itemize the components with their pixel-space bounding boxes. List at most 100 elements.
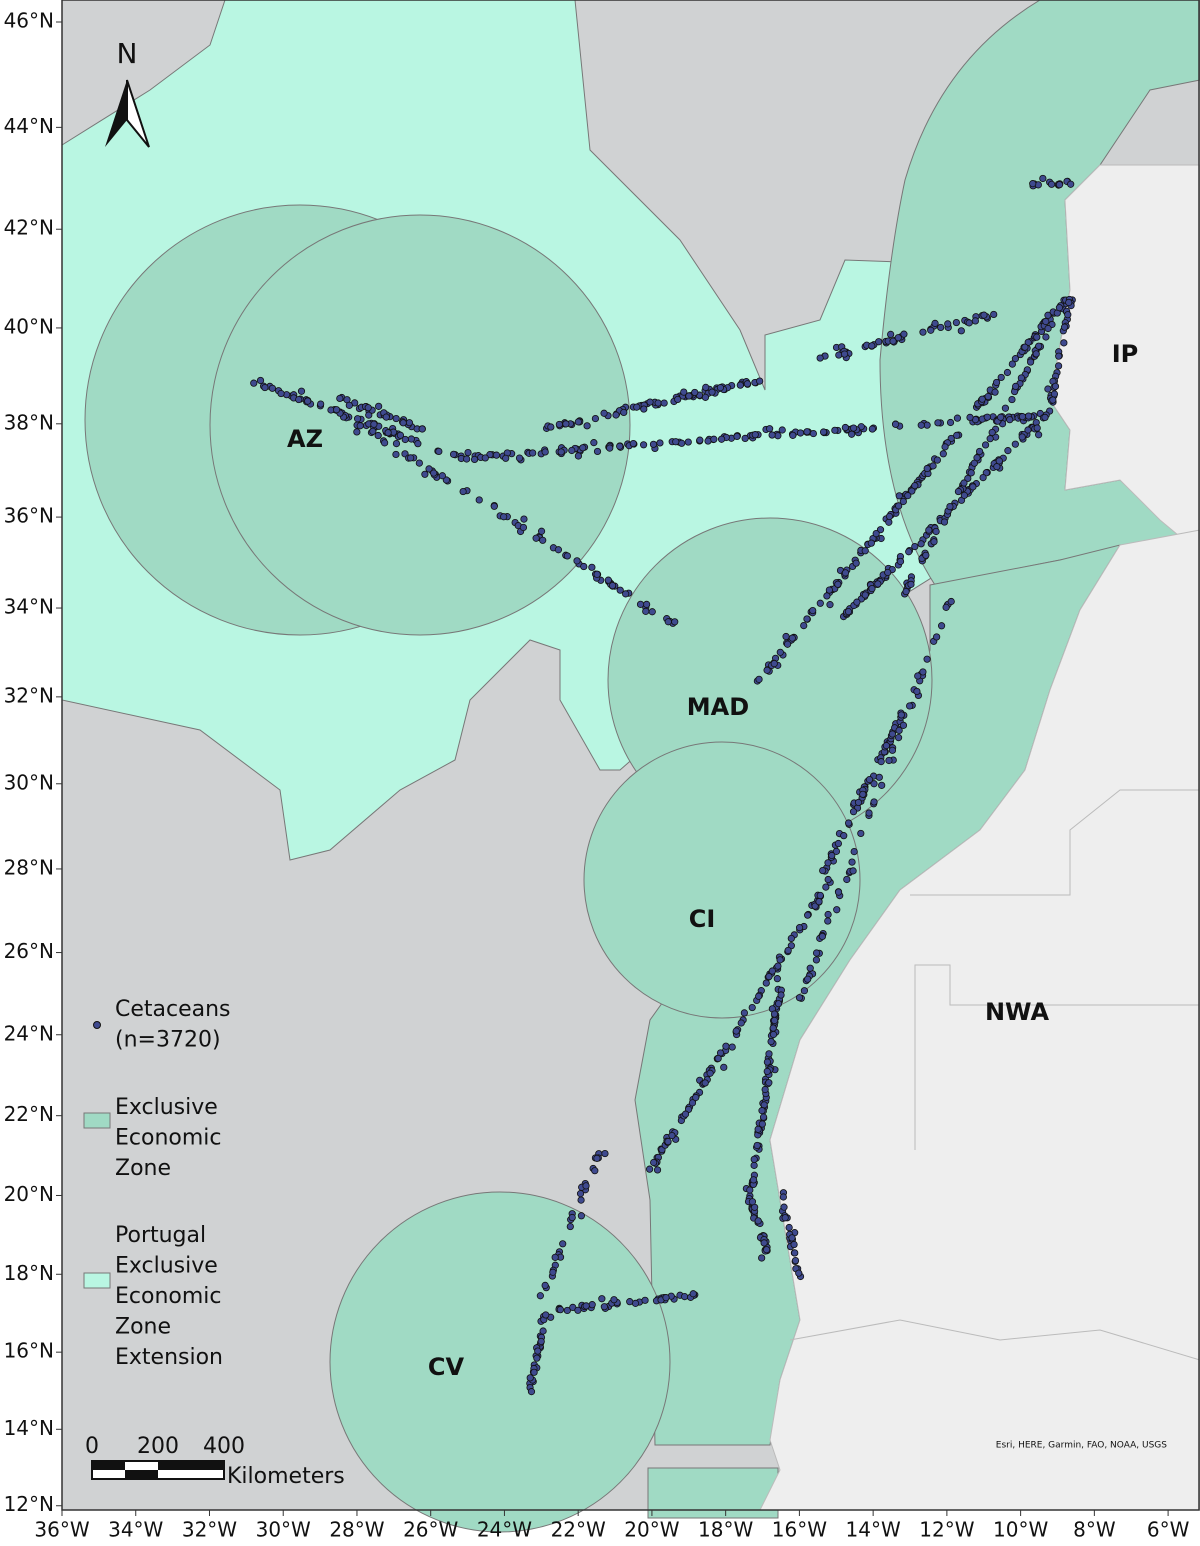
- sighting: [975, 447, 984, 456]
- sighting: [556, 1306, 564, 1314]
- sighting: [610, 1296, 618, 1304]
- sighting: [401, 435, 409, 444]
- sighting: [1008, 360, 1016, 368]
- sighting: [688, 1099, 697, 1107]
- sighting: [776, 956, 784, 964]
- sighting: [418, 425, 426, 433]
- sighting: [1006, 416, 1014, 424]
- sighting: [537, 1337, 545, 1346]
- sighting: [753, 1141, 761, 1150]
- sighting: [681, 1293, 689, 1301]
- sighting: [574, 1306, 582, 1314]
- sighting: [784, 946, 792, 955]
- sighting: [520, 515, 528, 523]
- sighting: [261, 383, 269, 392]
- sighting: [701, 393, 710, 401]
- sighting: [953, 414, 962, 422]
- sighting: [997, 413, 1005, 421]
- sighting: [1044, 324, 1052, 333]
- sighting: [992, 378, 1001, 387]
- sighting: [868, 584, 876, 593]
- sighting: [374, 431, 382, 440]
- sighting: [894, 734, 903, 742]
- lat-tick-label: 38°N: [4, 410, 54, 434]
- sighting: [859, 790, 867, 798]
- sighting: [583, 422, 591, 430]
- sighting: [895, 492, 903, 500]
- sighting: [760, 1239, 768, 1247]
- lon-tick-label: 26°W: [403, 1518, 458, 1542]
- sighting: [763, 1246, 771, 1254]
- sighting: [549, 1268, 557, 1276]
- land: [759, 164, 1200, 1511]
- scale-label: 200: [137, 1434, 179, 1459]
- sighting: [381, 439, 389, 447]
- sighting: [777, 991, 785, 999]
- lat-tick-label: 22°N: [4, 1102, 54, 1126]
- sighting: [946, 418, 955, 427]
- north-arrow: N: [105, 37, 150, 148]
- sighting: [911, 482, 919, 490]
- sighting: [914, 672, 922, 680]
- sighting: [1051, 382, 1060, 390]
- sighting: [849, 867, 857, 875]
- sighting: [256, 376, 265, 385]
- sighting: [965, 319, 973, 327]
- lon-tick-label: 20°W: [624, 1518, 679, 1542]
- sighting: [425, 465, 433, 473]
- sighting: [710, 435, 718, 443]
- sighting: [464, 448, 472, 457]
- sighting: [704, 437, 712, 445]
- sighting: [768, 967, 776, 975]
- sighting: [767, 1037, 775, 1046]
- sighting: [620, 408, 628, 417]
- sighting: [750, 1155, 758, 1163]
- lon-tick-label: 30°W: [256, 1518, 311, 1542]
- sighting: [971, 317, 979, 325]
- sighting: [646, 398, 654, 406]
- sighting: [944, 320, 952, 328]
- sighting: [332, 406, 341, 414]
- sighting: [1024, 426, 1032, 434]
- sighting: [803, 615, 811, 623]
- sighting: [756, 377, 764, 385]
- sighting: [841, 569, 850, 577]
- sighting: [626, 1298, 634, 1306]
- sighting: [547, 423, 555, 431]
- sighting: [643, 600, 651, 608]
- sighting: [925, 526, 933, 534]
- sighting: [527, 1388, 536, 1396]
- sighting: [795, 924, 804, 932]
- sighting: [405, 419, 413, 427]
- sighting: [754, 1125, 762, 1133]
- sighting: [674, 395, 682, 404]
- sighting: [541, 448, 549, 456]
- sighting: [816, 354, 824, 362]
- sighting: [849, 808, 858, 816]
- sighting: [907, 580, 915, 588]
- sighting: [541, 1281, 549, 1289]
- sighting: [421, 470, 429, 478]
- sighting: [680, 388, 688, 396]
- sighting: [872, 529, 880, 538]
- legend-label: Extension: [115, 1345, 223, 1370]
- sighting: [590, 439, 598, 447]
- sighting: [722, 1042, 730, 1050]
- sighting: [633, 403, 641, 411]
- sighting: [1064, 311, 1072, 319]
- sighting: [562, 420, 570, 428]
- sighting: [692, 1093, 700, 1102]
- sighting: [852, 559, 860, 567]
- sighting: [533, 1354, 541, 1362]
- sighting: [277, 389, 285, 398]
- sighting: [591, 414, 600, 423]
- sighting: [717, 435, 726, 443]
- sighting: [250, 379, 258, 387]
- sighting: [612, 411, 620, 419]
- sighting: [539, 1327, 547, 1335]
- sighting: [449, 450, 458, 458]
- sighting: [1044, 311, 1052, 319]
- sighting: [885, 518, 893, 526]
- sighting: [759, 1113, 768, 1121]
